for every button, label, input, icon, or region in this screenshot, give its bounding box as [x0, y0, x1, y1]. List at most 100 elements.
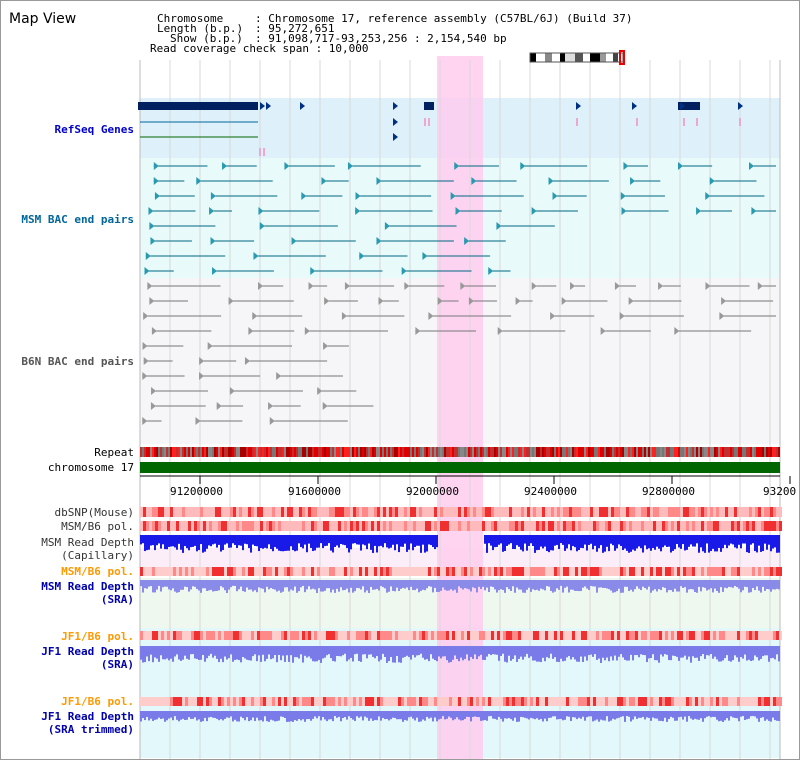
refseq-arrow — [393, 118, 398, 126]
jf1-depth-sra-bar — [352, 646, 354, 662]
repeat-block — [600, 447, 602, 457]
jf1-pol-cell — [203, 631, 206, 640]
repeat-block — [376, 447, 378, 457]
b6n-bac-label[interactable]: B6N BAC end pairs — [21, 355, 134, 368]
repeat-block — [550, 447, 552, 457]
msm-pol-cell — [380, 521, 383, 531]
msm-depth-cap-label-1[interactable]: MSM Read Depth — [41, 536, 134, 549]
jf1-pol2-cell — [320, 697, 323, 706]
jf1-depth-trim-bar — [490, 711, 492, 717]
dbsnp-cell — [374, 507, 377, 517]
msm-depth-cap-bar — [402, 535, 404, 547]
jf1-depth-sra-bar — [536, 646, 538, 662]
jf1-depth-trim-bar — [646, 711, 648, 718]
msm-depth-cap-bar — [166, 535, 168, 550]
jf1-depth-sra-bar — [522, 646, 524, 660]
jf1-depth-trim-bar — [196, 711, 198, 721]
msm-pol2-cell — [614, 567, 617, 576]
msm-pol2-cell — [719, 567, 722, 576]
msm-pol2-cell — [632, 567, 635, 576]
jf1-depth-sra-bar — [666, 646, 668, 655]
msm-depth-cap-bar — [728, 535, 730, 546]
msm-pol-cell — [716, 521, 719, 531]
jf1-depth-sra-bar — [404, 646, 406, 657]
jf1-pol-cell — [167, 631, 170, 640]
jf1-depth-sra-bar — [652, 646, 654, 655]
msm-depth-cap-bar — [330, 535, 332, 551]
jf1-pol-cell — [149, 631, 152, 640]
jf1-depth-sra-bar — [188, 646, 190, 660]
repeat-block — [210, 447, 212, 457]
msm-bac-end — [488, 267, 494, 275]
jf1-pol2-cell — [647, 697, 650, 706]
repeat-block — [490, 447, 492, 457]
jf1-depth-sra-bar — [708, 646, 710, 656]
msm-depth-sra-bar — [722, 580, 724, 592]
msm-pol2-cell — [152, 567, 155, 576]
msm-depth-cap-bar — [514, 535, 516, 550]
repeat-block — [696, 447, 698, 457]
msm-pol2-cell — [488, 567, 491, 576]
jf1-depth-trim-label-1[interactable]: JF1 Read Depth — [41, 710, 134, 723]
msm-pol2-cell — [269, 567, 272, 576]
jf1-depth-sra-label-1[interactable]: JF1 Read Depth — [41, 645, 134, 658]
msm-pol2-cell — [362, 567, 365, 576]
dbsnp-cell — [278, 507, 281, 517]
msm-pol2-cell — [650, 567, 653, 576]
jf1-pol2-cell — [716, 697, 719, 706]
jf1-pol-cell — [368, 631, 371, 640]
dbsnp-cell — [698, 507, 701, 517]
msm-depth-sra-bar — [476, 580, 478, 593]
dbsnp-cell — [329, 507, 332, 517]
jf1-pol-cell — [482, 631, 485, 640]
jf1-depth-sra-bar — [760, 646, 762, 659]
repeat-block — [222, 447, 224, 457]
msm-bac-label[interactable]: MSM BAC end pairs — [21, 213, 134, 226]
msm-pol-2-label[interactable]: MSM/B6 pol. — [61, 565, 134, 578]
repeat-block — [590, 447, 592, 457]
jf1-depth-sra-bar — [384, 646, 386, 657]
jf1-pol-cell — [536, 631, 539, 640]
repeat-block — [314, 447, 316, 457]
msm-pol2-cell — [647, 567, 650, 576]
msm-pol-label[interactable]: MSM/B6 pol. — [61, 520, 134, 533]
msm-depth-cap-bar — [700, 535, 702, 548]
msm-depth-sra-label-1[interactable]: MSM Read Depth — [41, 580, 134, 593]
repeat-block — [428, 447, 430, 457]
dbsnp-cell — [311, 507, 314, 517]
jf1-depth-trim-bar — [344, 711, 346, 718]
jf1-depth-sra-bar — [498, 646, 500, 661]
jf1-pol2-cell — [200, 697, 203, 706]
repeat-block — [326, 447, 328, 457]
dbsnp-label[interactable]: dbSNP(Mouse) — [54, 506, 134, 519]
msm-depth-sra-bar — [682, 580, 684, 588]
msm-depth-sra-bar — [226, 580, 228, 593]
jf1-pol2-cell — [719, 697, 722, 706]
jf1-depth-sra-bar — [336, 646, 338, 657]
dbsnp-cell — [428, 507, 431, 517]
jf1-depth-sra-bar — [314, 646, 316, 662]
jf1-pol-label[interactable]: JF1/B6 pol. — [61, 630, 134, 643]
msm-depth-sra-bar — [760, 580, 762, 593]
msm-depth-sra-bar — [242, 580, 244, 592]
jf1-depth-trim-bar — [572, 711, 574, 718]
jf1-depth-trim-bar — [508, 711, 510, 719]
msm-depth-cap-bar — [530, 535, 532, 544]
jf1-pol-cell — [221, 631, 224, 640]
jf1-pol-cell — [140, 631, 143, 640]
jf1-depth-trim-bar — [712, 711, 714, 717]
jf1-depth-trim-bar — [478, 711, 480, 718]
jf1-depth-sra-bar — [772, 646, 774, 658]
msm-depth-sra-bar — [312, 580, 314, 589]
msm-pol-cell — [560, 521, 563, 531]
jf1-pol-2-label[interactable]: JF1/B6 pol. — [61, 695, 134, 708]
refseq-genes-label[interactable]: RefSeq Genes — [54, 123, 134, 136]
jf1-depth-sra-bar — [272, 646, 274, 659]
repeat-block — [772, 447, 774, 457]
jf1-depth-sra-bar — [472, 646, 474, 659]
jf1-depth-sra-bar — [166, 646, 168, 659]
msm-pol2-cell — [311, 567, 314, 576]
jf1-pol-cell — [251, 631, 254, 640]
repeat-block — [728, 447, 730, 457]
